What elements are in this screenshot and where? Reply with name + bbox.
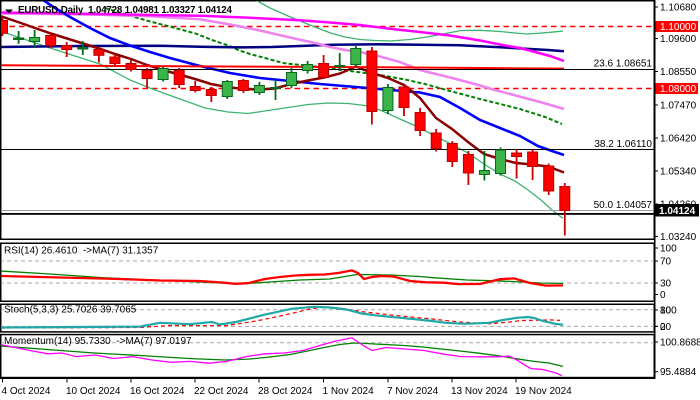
svg-text:95.4884: 95.4884 — [660, 367, 697, 378]
svg-text:38.2 1.06110: 38.2 1.06110 — [594, 139, 652, 150]
svg-text:16 Oct 2024: 16 Oct 2024 — [130, 386, 185, 397]
svg-text:0: 0 — [660, 322, 666, 333]
svg-text:50.0 1.04057: 50.0 1.04057 — [594, 200, 653, 211]
svg-text:EURUSD,Daily 1.04728 1.04981: EURUSD,Daily 1.04728 1.04981 1.03327 1.0… — [18, 5, 233, 16]
svg-text:1.06420: 1.06420 — [660, 134, 697, 145]
svg-text:20: 20 — [660, 322, 672, 333]
svg-text:1.10680: 1.10680 — [660, 3, 697, 14]
svg-text:7 Nov 2024: 7 Nov 2024 — [387, 386, 439, 397]
svg-text:28 Oct 2024: 28 Oct 2024 — [258, 386, 313, 397]
svg-text:1.04124: 1.04124 — [659, 206, 696, 217]
svg-text:80: 80 — [660, 306, 672, 317]
svg-text:100: 100 — [660, 244, 677, 255]
svg-text:1.03240: 1.03240 — [660, 232, 697, 243]
svg-text:0: 0 — [660, 290, 666, 301]
svg-text:1.08550: 1.08550 — [660, 67, 697, 78]
svg-text:Stoch(5,3,3) 25.7026 39.7065: Stoch(5,3,3) 25.7026 39.7065 — [4, 305, 137, 316]
svg-text:100: 100 — [660, 306, 677, 317]
svg-text:1.09600: 1.09600 — [660, 34, 697, 45]
svg-text:19 Nov 2024: 19 Nov 2024 — [515, 386, 572, 397]
svg-text:1.07470: 1.07470 — [660, 101, 697, 112]
svg-text:1.08000: 1.08000 — [660, 84, 697, 95]
svg-text:Momentum(14) 95.7330 ->MA(7): Momentum(14) 95.7330 ->MA(7) 97.0197 — [4, 336, 192, 347]
svg-text:10 Oct 2024: 10 Oct 2024 — [66, 386, 121, 397]
svg-text:4 Oct 2024: 4 Oct 2024 — [2, 386, 51, 397]
svg-text:1.05340: 1.05340 — [660, 167, 697, 178]
svg-text:13 Nov 2024: 13 Nov 2024 — [451, 386, 508, 397]
svg-text:22 Oct 2024: 22 Oct 2024 — [194, 386, 249, 397]
svg-text:23.6 1.08651: 23.6 1.08651 — [594, 59, 653, 70]
svg-text:1.10000: 1.10000 — [660, 22, 697, 33]
svg-text:RSI(14) 26.4610 ->MA(7) 31.13: RSI(14) 26.4610 ->MA(7) 31.1357 — [4, 246, 159, 257]
svg-text:30: 30 — [660, 279, 672, 290]
svg-text:100.8688: 100.8688 — [660, 338, 700, 349]
svg-text:1 Nov 2024: 1 Nov 2024 — [323, 386, 375, 397]
svg-text:70: 70 — [660, 257, 672, 268]
